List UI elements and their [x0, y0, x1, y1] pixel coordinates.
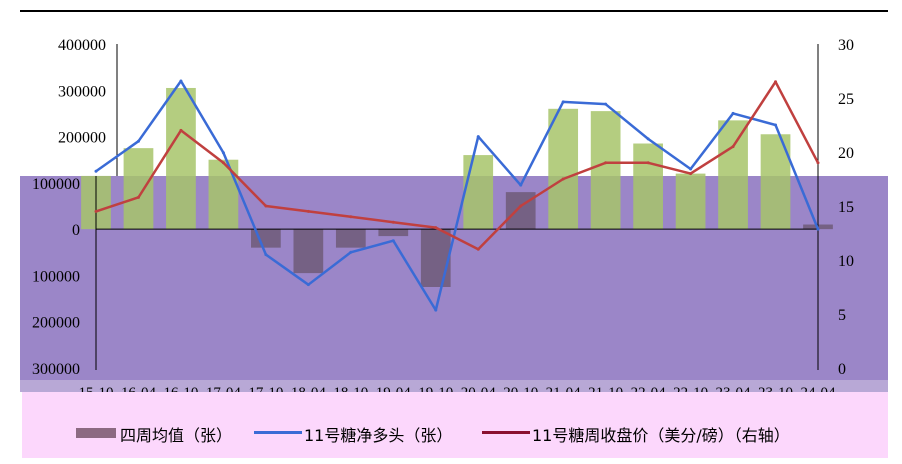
legend-swatch-net-long — [254, 431, 302, 434]
series-net-long-line-point — [434, 308, 438, 312]
right-tick-label: 0 — [838, 361, 846, 378]
series-price-line-point — [391, 220, 395, 224]
series-net-long-line-point — [221, 151, 225, 155]
bar-avg — [463, 155, 494, 230]
bar-avg — [420, 229, 451, 287]
series-price-line-point — [349, 215, 353, 219]
series-net-long-line-point — [179, 79, 183, 83]
left-tick-label: 100000 — [32, 176, 80, 193]
series-net-long-line-point — [561, 100, 565, 104]
bar-avg — [505, 192, 536, 230]
left-tick-label: 0 — [72, 222, 80, 239]
legend-swatch-avg — [76, 428, 116, 438]
lines-layer — [94, 79, 820, 312]
right-tick-label: 10 — [838, 253, 854, 270]
series-net-long-line-point — [264, 253, 268, 257]
series-price-line-point — [136, 195, 140, 199]
series-net-long-line-point — [306, 283, 310, 287]
legend-label-price: 11号糖周收盘价（美分/磅）（右轴） — [532, 426, 790, 445]
series-price-line-point — [221, 161, 225, 165]
right-tick-label: 25 — [838, 91, 854, 108]
series-price-line — [95, 80, 820, 251]
top-rule — [20, 10, 888, 12]
left-tick-label: 200000 — [32, 315, 80, 332]
left-tick-label: 300000 — [32, 361, 80, 378]
right-tick-label: 15 — [838, 199, 854, 216]
series-price-line-point — [689, 172, 693, 176]
series-price-line-point — [519, 204, 523, 208]
legend: 四周均值（张） 11号糖净多头（张） 11号糖周收盘价（美分/磅）（右轴） — [22, 392, 888, 458]
series-price-line-point — [434, 226, 438, 230]
series-price-line-point — [604, 161, 608, 165]
legend-label-net-long: 11号糖净多头（张） — [304, 426, 453, 445]
bar-avg — [378, 229, 409, 237]
bar-avg — [633, 143, 663, 230]
series-net-long-line-point — [519, 183, 523, 187]
legend-swatch-price — [482, 431, 530, 434]
series-price-line-point — [94, 209, 98, 213]
bar-avg — [166, 87, 196, 230]
bar-avg — [590, 111, 621, 230]
series-net-long-line-point — [349, 250, 353, 254]
right-tick-label: 20 — [838, 145, 854, 162]
series-price-line-point — [816, 161, 820, 165]
left-tick-label: 300000 — [58, 83, 106, 100]
series-net-long-line-point — [689, 167, 693, 171]
bar-avg — [675, 173, 706, 230]
series-price-line-point — [476, 247, 480, 251]
left-tick-label: 100000 — [32, 268, 80, 285]
bar-avg — [123, 148, 154, 230]
series-net-long-line — [95, 79, 820, 312]
series-net-long-line-point — [94, 169, 98, 173]
bars-layer — [81, 87, 833, 287]
bar-avg — [208, 159, 239, 230]
series-net-long-line-point — [731, 111, 735, 115]
series-net-long-line-point — [391, 239, 395, 243]
bar-avg — [335, 229, 366, 248]
axes-layer — [95, 44, 819, 370]
series-net-long-line-point — [774, 123, 778, 127]
chart-overlay-strip — [20, 380, 888, 392]
series-net-long-line-point — [646, 137, 650, 141]
series-price-line-point — [561, 177, 565, 181]
series-net-long-line-point — [604, 102, 608, 106]
series-price-line-point — [774, 80, 778, 84]
bar-avg — [718, 120, 748, 230]
legend-label-avg: 四周均值（张） — [120, 426, 233, 445]
bar-avg — [293, 229, 324, 274]
series-net-long-line-point — [816, 227, 820, 231]
series-net-long-line-point — [476, 135, 480, 139]
left-tick-label: 200000 — [58, 130, 106, 147]
series-price-line-point — [646, 161, 650, 165]
right-tick-label: 30 — [838, 37, 854, 54]
bar-avg — [548, 108, 579, 230]
left-tick-label: 400000 — [58, 37, 106, 54]
right-tick-label: 5 — [838, 307, 846, 324]
series-price-line-point — [179, 128, 183, 132]
series-price-line-point — [731, 145, 735, 149]
series-net-long-line-point — [136, 139, 140, 143]
series-price-line-point — [264, 204, 268, 208]
series-price-line-point — [306, 209, 310, 213]
